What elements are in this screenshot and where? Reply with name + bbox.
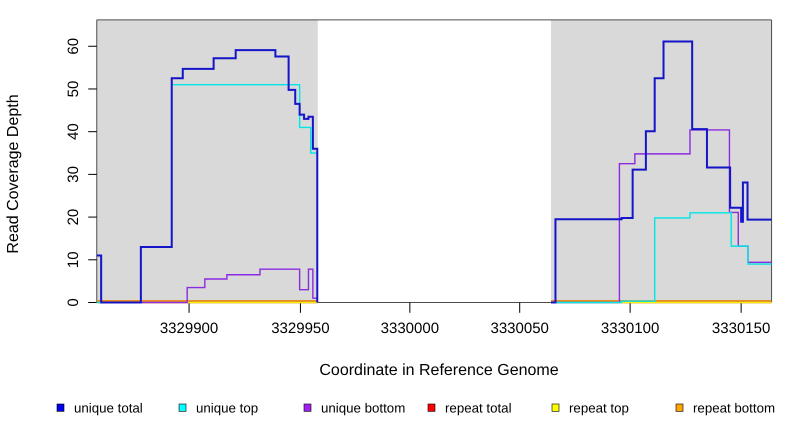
svg-text:repeat top: repeat top [569,401,629,416]
svg-text:0: 0 [65,298,82,306]
svg-text:3329900: 3329900 [160,320,218,337]
svg-text:3329950: 3329950 [271,320,329,337]
svg-text:20: 20 [65,209,82,226]
svg-text:Read Coverage Depth: Read Coverage Depth [5,94,22,253]
svg-text:40: 40 [65,123,82,140]
svg-text:Coordinate in Reference Genome: Coordinate in Reference Genome [319,362,558,379]
svg-text:repeat bottom: repeat bottom [693,401,775,416]
svg-text:3330000: 3330000 [381,320,439,337]
svg-text:unique total: unique total [74,401,143,416]
svg-text:3330100: 3330100 [601,320,659,337]
svg-text:3330150: 3330150 [712,320,770,337]
svg-text:repeat total: repeat total [445,401,512,416]
svg-text:30: 30 [65,166,82,183]
svg-text:3330050: 3330050 [490,320,548,337]
svg-text:unique bottom: unique bottom [321,401,405,416]
svg-text:10: 10 [65,251,82,268]
svg-text:unique top: unique top [196,401,258,416]
svg-text:50: 50 [65,81,82,98]
svg-text:60: 60 [65,38,82,55]
